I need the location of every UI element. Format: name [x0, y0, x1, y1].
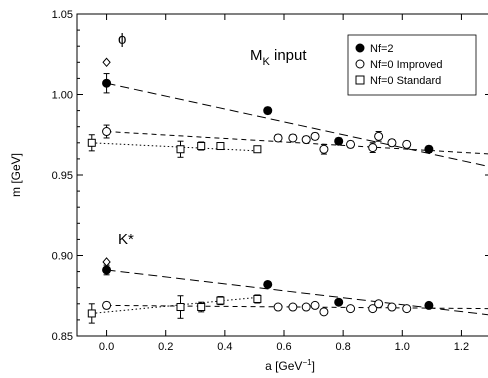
data-point-nf0-standard — [176, 303, 185, 312]
data-point-nf0-improved — [301, 135, 311, 145]
data-point-nf0-standard — [253, 294, 262, 303]
data-point-nf0-improved — [346, 304, 356, 314]
data-point-diamond — [102, 57, 111, 68]
legend-label-nf0-standard: Nf=0 Standard — [370, 75, 441, 87]
annotation-phi: ϕ — [118, 31, 126, 48]
legend-label-nf2: Nf=2 — [370, 43, 394, 55]
fit-line — [91, 142, 258, 152]
data-point-nf2 — [102, 265, 112, 275]
annotation-kstar: K* — [118, 231, 134, 248]
legend-marker-nf2 — [355, 43, 365, 53]
data-point-nf0-improved — [402, 304, 412, 314]
x-tick-label: 1.0 — [395, 341, 410, 353]
x-tick-label: 0.6 — [276, 341, 291, 353]
data-point-nf0-improved — [310, 131, 320, 141]
x-axis-label: a [GeV−1] — [265, 358, 315, 373]
data-point-nf0-improved — [102, 127, 112, 137]
x-tick-label: 0.8 — [335, 341, 350, 353]
data-point-nf0-standard — [216, 296, 225, 305]
x-tick-label: 0.4 — [217, 341, 232, 353]
data-point-nf0-improved — [273, 133, 283, 143]
data-point-nf0-standard — [197, 142, 206, 151]
legend-box — [347, 34, 477, 96]
y-tick-label: 1.05 — [52, 9, 73, 21]
x-tick-label: 0.2 — [158, 341, 173, 353]
data-marks — [87, 57, 434, 324]
data-point-nf0-standard — [87, 138, 96, 147]
data-point-nf0-improved — [387, 138, 397, 148]
data-point-nf0-improved — [387, 302, 397, 312]
data-point-nf0-improved — [374, 131, 384, 141]
data-point-nf0-improved — [301, 302, 311, 312]
data-point-nf2 — [424, 144, 434, 154]
data-point-nf2 — [263, 279, 273, 289]
x-tick-label: 1.2 — [454, 341, 469, 353]
data-point-nf0-improved — [273, 302, 283, 312]
data-point-nf0-improved — [102, 300, 112, 310]
fit-lines — [91, 82, 488, 316]
y-tick-label: 0.90 — [52, 251, 73, 263]
legend: Nf=2 Nf=0 Improved Nf=0 Standard — [347, 34, 477, 96]
data-point-nf0-improved — [319, 307, 329, 317]
data-point-nf0-improved — [310, 300, 320, 310]
fit-line — [106, 131, 488, 155]
data-point-nf0-improved — [346, 139, 356, 149]
y-tick-label: 1.00 — [52, 90, 73, 102]
y-tick-label: 0.95 — [52, 170, 73, 182]
annotation-mk-input: MK input — [250, 47, 307, 68]
data-point-diamond — [102, 257, 111, 267]
data-point-nf0-standard — [87, 309, 96, 318]
data-point-nf0-improved — [374, 299, 384, 309]
data-point-nf0-improved — [319, 144, 329, 154]
axis-ticks: 0.0 0.2 0.4 0.6 0.8 1.0 1.2 0.85 0.90 0.95 1.00 1.0… — [52, 9, 488, 353]
data-point-nf0-standard — [197, 303, 206, 312]
data-point-nf2 — [334, 297, 344, 307]
data-point-nf2 — [334, 136, 344, 146]
data-point-nf2 — [424, 300, 434, 310]
y-tick-label: 0.85 — [52, 331, 73, 343]
data-point-nf0-improved — [368, 143, 378, 153]
data-point-nf0-standard — [253, 145, 262, 154]
fit-line — [106, 304, 488, 310]
legend-label-nf0-improved: Nf=0 Improved — [370, 59, 442, 71]
legend-marker-nf0-improved — [355, 59, 365, 69]
legend-marker-nf0-standard — [355, 75, 365, 85]
data-point-nf0-improved — [288, 133, 298, 143]
x-tick-label: 0.0 — [99, 341, 114, 353]
data-point-nf2 — [263, 106, 273, 116]
data-point-nf0-improved — [402, 139, 412, 149]
data-point-nf2 — [102, 78, 112, 88]
fit-line — [106, 82, 488, 167]
data-point-nf0-improved — [288, 302, 298, 312]
data-point-nf0-improved — [368, 304, 378, 314]
data-point-nf0-standard — [176, 145, 185, 154]
data-point-nf0-standard — [216, 142, 225, 151]
y-axis-label: m [GeV] — [9, 153, 23, 197]
